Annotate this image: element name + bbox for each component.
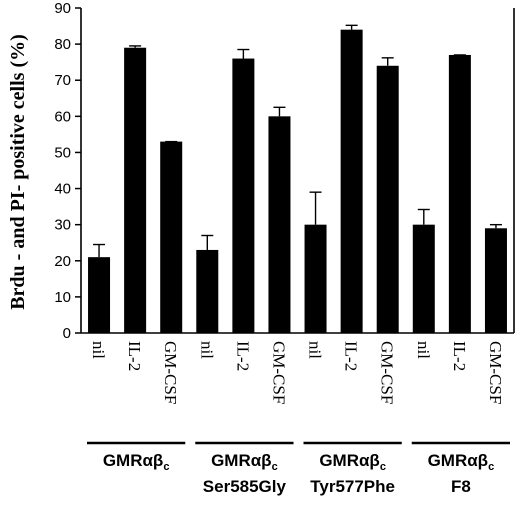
bar: [232, 58, 255, 334]
x-category-label: GM-CSF: [378, 341, 397, 404]
x-category-label: IL-2: [125, 341, 144, 371]
y-tick-label: 70: [54, 72, 71, 89]
x-category-label: IL-2: [233, 341, 252, 371]
x-category-label: GM-CSF: [269, 341, 288, 404]
y-tick-label: 90: [54, 0, 71, 17]
bar: [268, 116, 291, 333]
plot-area: 0 10 20 30 40 50 60 70 80 90 nil IL-2 GM-CSF nil IL-2 G…: [54, 0, 515, 496]
bar: [340, 29, 363, 334]
x-category-label: IL-2: [342, 341, 361, 371]
bar: [196, 249, 219, 333]
y-tick-label: 40: [54, 181, 71, 198]
group-label: GMRαβc: [211, 451, 278, 473]
y-tick-label: 10: [54, 289, 71, 306]
x-category-label: GM-CSF: [161, 341, 180, 404]
y-tick-label: 60: [54, 108, 71, 125]
group-label: GMRαβc: [103, 451, 170, 473]
y-axis-label: Brdu - and PI- positive cells (%): [7, 34, 29, 310]
group-label: GMRαβc: [319, 451, 386, 473]
y-tick-label: 80: [54, 36, 71, 53]
y-tick-label: 20: [54, 253, 71, 270]
group-sublabel: Tyr577Phe: [310, 477, 395, 496]
y-tick-label: 0: [63, 325, 71, 342]
x-category-label: nil: [89, 341, 108, 359]
y-tick-label: 50: [54, 144, 71, 161]
x-category-label: nil: [414, 341, 433, 359]
x-category-label: GM-CSF: [486, 341, 505, 404]
bar: [304, 224, 327, 333]
x-category-label: nil: [197, 341, 216, 359]
bar: [124, 47, 147, 333]
bar: [412, 224, 435, 333]
group-label: GMRαβc: [428, 451, 495, 473]
y-tick-label: 30: [54, 217, 71, 234]
group-sublabel: F8: [451, 477, 471, 496]
bar: [88, 257, 111, 333]
x-category-label: IL-2: [450, 341, 469, 371]
bar: [160, 141, 183, 333]
x-category-label: nil: [306, 341, 325, 359]
bar: [484, 228, 507, 333]
bar: [448, 54, 471, 333]
group-sublabel: Ser585Gly: [203, 477, 287, 496]
bar: [376, 65, 399, 334]
